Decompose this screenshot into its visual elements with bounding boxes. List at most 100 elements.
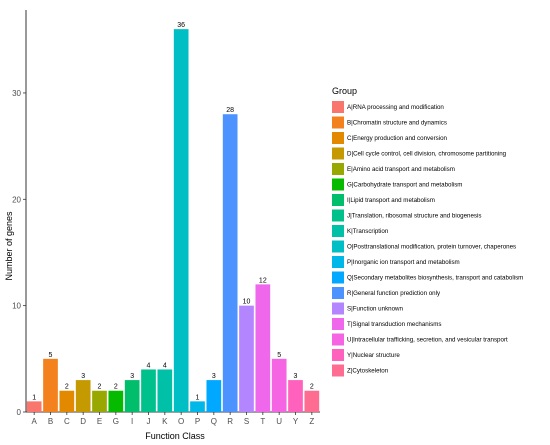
legend-label: T|Signal transduction mechanisms <box>347 321 441 328</box>
y-axis-title: Number of genes <box>4 211 14 281</box>
bar-Y <box>288 380 303 412</box>
legend-swatch <box>332 132 344 144</box>
legend-label: J|Translation, ribosomal structure and b… <box>347 213 481 220</box>
legend-swatch <box>332 240 344 253</box>
legend-swatch <box>332 349 344 361</box>
bar-R <box>222 114 238 412</box>
bar-value-labels: 1 5 2 3 2 2 3 4 4 36 1 3 28 10 12 5 3 2 <box>32 22 314 401</box>
legend-label: U|Intracellular trafficking, secretion, … <box>347 337 508 344</box>
legend-label: P|Inorganic ion transport and metabolism <box>347 259 460 266</box>
legend-swatch <box>332 194 344 206</box>
legend-label: E|Amino acid transport and metabolism <box>347 166 455 173</box>
bar-value-label-C: 2 <box>65 384 69 391</box>
x-tick-label-B: B <box>48 417 53 426</box>
bar-value-label-E: 2 <box>98 384 102 391</box>
legend-label: C|Energy production and conversion <box>347 135 448 142</box>
x-tick-label-Z: Z <box>309 417 314 426</box>
x-tick-label-G: G <box>113 417 119 426</box>
legend-title: Group <box>332 86 357 96</box>
x-tick-label-P: P <box>195 417 200 426</box>
legend-label: Y|Nuclear structure <box>347 352 400 359</box>
x-tick-label-J: J <box>147 417 151 426</box>
legend-swatch <box>332 333 344 346</box>
x-tick-label-R: R <box>227 417 233 426</box>
bars <box>26 29 320 413</box>
x-tick-label-Q: Q <box>211 417 217 426</box>
bar-U <box>271 358 287 412</box>
bar-J <box>141 369 156 412</box>
bar-value-label-U: 5 <box>277 352 281 359</box>
legend-label: R|General function prediction only <box>347 290 441 297</box>
legend-label: Q|Secondary metabolites biosynthesis, tr… <box>347 275 523 282</box>
y-tick-label: 30 <box>12 89 21 98</box>
x-tick-label-D: D <box>80 417 86 426</box>
legend-swatch <box>332 256 344 268</box>
x-tick-label-O: O <box>178 417 184 426</box>
legend-swatch <box>332 178 344 191</box>
x-tick-label-Y: Y <box>293 417 299 426</box>
y-tick-label: 0 <box>17 408 22 417</box>
legend-swatch <box>332 209 344 222</box>
y-axis-ticks: 0 10 20 30 <box>12 89 26 417</box>
bar-value-label-G: 2 <box>114 384 118 391</box>
legend-swatch <box>332 225 344 237</box>
legend-swatch <box>332 101 344 113</box>
legend-swatch <box>332 163 344 175</box>
axes <box>25 10 320 413</box>
bar-K <box>157 369 173 412</box>
legend-swatch <box>332 302 344 315</box>
legend-label: O|Posttranslational modification, protei… <box>347 244 516 251</box>
y-tick-label: 10 <box>12 302 21 311</box>
bar-B <box>43 358 58 412</box>
bar-value-label-B: 5 <box>49 352 53 359</box>
bar-value-label-A: 1 <box>32 394 36 401</box>
bar-value-label-Q: 3 <box>212 373 216 380</box>
legend-items: A|RNA processing and modification B|Chrom… <box>332 101 523 377</box>
x-tick-label-T: T <box>260 417 265 426</box>
x-tick-label-E: E <box>97 417 102 426</box>
bar-value-label-T: 12 <box>259 277 267 284</box>
x-axis-title: Function Class <box>145 431 205 441</box>
legend-label: I|Lipid transport and metabolism <box>347 197 435 204</box>
bar-G <box>108 390 124 412</box>
legend-swatch <box>332 271 344 284</box>
legend-swatch <box>332 318 344 330</box>
x-tick-label-U: U <box>276 417 282 426</box>
y-tick-label: 20 <box>12 195 21 204</box>
bar-value-label-R: 28 <box>226 107 234 114</box>
legend-label: A|RNA processing and modification <box>347 104 444 111</box>
x-tick-label-A: A <box>31 417 37 426</box>
legend-label: B|Chromatin structure and dynamics <box>347 120 447 127</box>
legend-label: K|Transcription <box>347 228 389 235</box>
legend-label: G|Carbohydrate transport and metabolism <box>347 182 462 189</box>
bar-Q <box>206 380 222 412</box>
bar-value-label-P: 1 <box>196 394 200 401</box>
bar-value-label-O: 36 <box>177 22 185 29</box>
x-tick-label-K: K <box>162 417 168 426</box>
legend-label: D|Cell cycle control, cell division, chr… <box>347 151 507 158</box>
bar-value-label-Y: 3 <box>294 373 298 380</box>
bar-T <box>255 284 271 412</box>
bar-value-label-Z: 2 <box>310 384 314 391</box>
legend-swatch <box>332 147 344 160</box>
x-tick-label-S: S <box>244 417 249 426</box>
bar-P <box>190 401 205 412</box>
bar-value-label-I: 3 <box>130 373 134 380</box>
legend-swatch <box>332 364 344 377</box>
bar-value-label-J: 4 <box>147 362 151 369</box>
bar-S <box>239 305 254 412</box>
bar-A <box>26 401 42 412</box>
bar-value-label-D: 3 <box>81 373 85 380</box>
bar-D <box>75 380 91 412</box>
x-tick-label-C: C <box>64 417 70 426</box>
bar-Z <box>304 390 320 412</box>
x-tick-label-I: I <box>131 417 133 426</box>
bar-I <box>124 380 140 412</box>
legend: Group A|RNA processing and modification B… <box>332 86 523 377</box>
legend-label: S|Function unknown <box>347 306 404 313</box>
bar-value-label-S: 10 <box>243 299 251 306</box>
bar-value-label-K: 4 <box>163 362 167 369</box>
legend-label: Z|Cytoskeleton <box>347 368 389 375</box>
bar-O <box>173 29 189 413</box>
